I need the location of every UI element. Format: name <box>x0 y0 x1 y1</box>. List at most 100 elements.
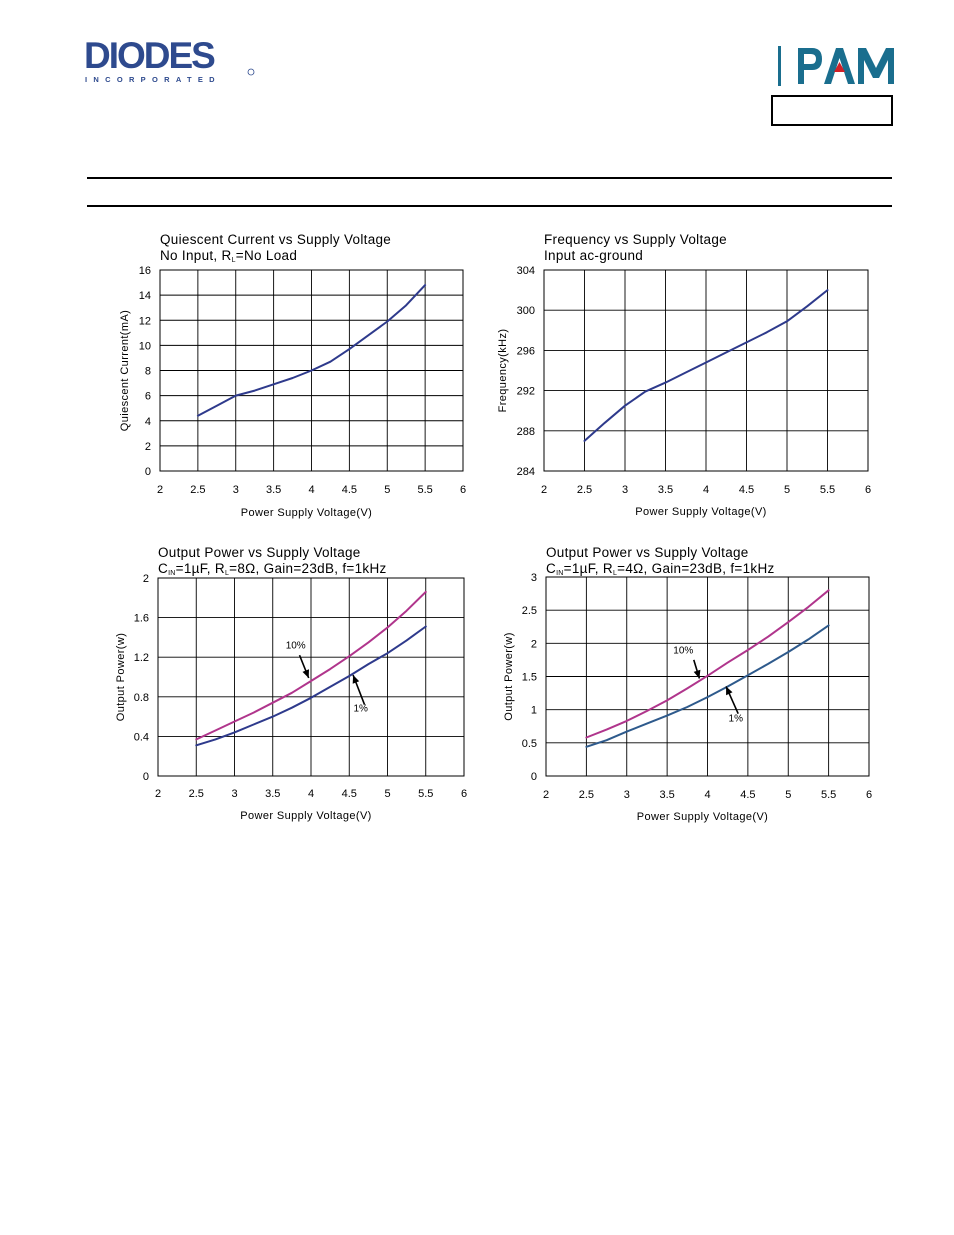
chart-subtitle: No Input, RL=No Load <box>160 248 297 264</box>
x-axis-label: Power Supply Voltage(V) <box>637 811 769 823</box>
y-axis-label: Output Power(w) <box>115 633 127 722</box>
x-tick-label: 2.5 <box>579 789 594 801</box>
y-tick-label: 0.4 <box>134 731 149 743</box>
y-tick-label: 2 <box>145 441 151 453</box>
y-tick-label: 8 <box>145 366 151 378</box>
x-tick-label: 6 <box>461 788 467 800</box>
x-tick-label: 2 <box>543 789 549 801</box>
y-tick-label: 0.8 <box>134 692 149 704</box>
annotation-label: 10% <box>673 645 693 656</box>
subtitle-text: =1µF, R <box>176 561 225 576</box>
y-tick-label: 296 <box>517 345 535 357</box>
x-tick-label: 5.5 <box>418 788 433 800</box>
chart-4: 2 2.5 3 3.5 4 4.5 5 5.5 6 0 0.5 1 1.5 2 2.5 3 Output Pow… <box>503 545 872 823</box>
y-tick-label: 6 <box>145 391 151 403</box>
x-tick-label: 5.5 <box>820 484 835 496</box>
x-tick-label: 4 <box>704 789 710 801</box>
x-tick-label: 4.5 <box>739 484 754 496</box>
header-rule-bottom <box>87 205 892 207</box>
x-tick-label: 2.5 <box>190 484 205 496</box>
annotation-label: 10% <box>286 640 306 651</box>
x-tick-label: 3 <box>622 484 628 496</box>
chart-title: Output Power vs Supply Voltage <box>158 545 361 560</box>
y-tick-label: 3 <box>531 572 537 584</box>
subtitle-text: =8Ω, Gain=23dB, f=1kHz <box>229 561 386 576</box>
x-tick-label: 4.5 <box>342 484 357 496</box>
subtitle-text: No Input, R <box>160 248 232 263</box>
series-line-1 <box>196 284 427 417</box>
pam-logo: PAM <box>778 46 894 89</box>
subtitle-subscript: IN <box>556 570 564 577</box>
y-tick-label: 16 <box>139 265 151 277</box>
series-line-1pct <box>195 625 427 747</box>
y-tick-label: 1.5 <box>522 672 537 684</box>
x-tick-label: 2.5 <box>189 788 204 800</box>
x-tick-label: 2 <box>541 484 547 496</box>
chart-title: Quiescent Current vs Supply Voltage <box>160 232 391 247</box>
part-number-box <box>771 95 893 126</box>
y-axis-label: Frequency(kHz) <box>497 329 509 413</box>
diodes-logo: DIODES INCORPORATED <box>84 38 255 84</box>
subtitle-text: =4Ω, Gain=23dB, f=1kHz <box>617 561 774 576</box>
plot-frame <box>157 577 465 777</box>
y-tick-label: 0 <box>145 466 151 478</box>
x-axis-label: Power Supply Voltage(V) <box>241 507 373 519</box>
y-tick-label: 288 <box>517 426 535 438</box>
x-tick-label: 2 <box>157 484 163 496</box>
annotation-arrowhead <box>302 669 309 678</box>
pam-logo-letter-m <box>858 48 894 84</box>
x-tick-label: 3 <box>233 484 239 496</box>
x-tick-label: 5.5 <box>821 789 836 801</box>
x-tick-label: 3 <box>231 788 237 800</box>
x-tick-label: 3 <box>624 789 630 801</box>
annotation-label: 1% <box>729 714 744 725</box>
y-tick-label: 2.5 <box>522 605 537 617</box>
series-line-1 <box>583 289 829 442</box>
subtitle-subscript: L <box>613 570 617 577</box>
chart-title: Output Power vs Supply Voltage <box>546 545 749 560</box>
annotation-arrowhead <box>726 686 733 696</box>
annotation-label: 1% <box>353 704 368 715</box>
subtitle-text: C <box>546 561 556 576</box>
diodes-logo-text: DIODES <box>84 38 215 76</box>
subtitle-text: C <box>158 561 168 576</box>
y-tick-label: 292 <box>517 386 535 398</box>
header-rule-top <box>87 177 892 179</box>
chart-subtitle: CIN=1µF, RL=8Ω, Gain=23dB, f=1kHz <box>158 561 387 577</box>
pam-logo-text: PAM <box>836 86 838 89</box>
x-tick-label: 3.5 <box>266 484 281 496</box>
series-line-10pct <box>195 590 427 741</box>
chart-subtitle: Input ac-ground <box>544 248 643 263</box>
x-tick-label: 4 <box>308 788 314 800</box>
y-tick-label: 12 <box>139 315 151 327</box>
y-tick-label: 2 <box>143 573 149 585</box>
x-tick-label: 4 <box>308 484 314 496</box>
x-tick-label: 5 <box>384 484 390 496</box>
diodes-logo-subtext: INCORPORATED <box>85 75 221 84</box>
y-axis-label: Output Power(w) <box>503 632 515 721</box>
annotation-arrowhead <box>352 675 360 684</box>
pam-logo-letter-p <box>798 48 822 84</box>
y-tick-label: 14 <box>139 290 151 302</box>
y-tick-label: 304 <box>517 265 535 277</box>
x-tick-label: 5.5 <box>417 484 432 496</box>
y-tick-label: 0 <box>531 771 537 783</box>
x-tick-label: 6 <box>460 484 466 496</box>
x-axis-label: Power Supply Voltage(V) <box>240 810 372 822</box>
y-tick-label: 1.6 <box>134 613 149 625</box>
x-tick-label: 6 <box>865 484 871 496</box>
subtitle-text: =1µF, R <box>564 561 613 576</box>
x-tick-label: 3.5 <box>658 484 673 496</box>
series-line-1pct <box>585 624 830 748</box>
x-tick-label: 5 <box>785 789 791 801</box>
x-tick-label: 5 <box>784 484 790 496</box>
pam-logo-letter-a <box>824 48 855 84</box>
x-tick-label: 2 <box>155 788 161 800</box>
x-axis-label: Power Supply Voltage(V) <box>635 506 767 518</box>
x-tick-label: 3.5 <box>265 788 280 800</box>
x-tick-label: 4.5 <box>342 788 357 800</box>
chart-title: Frequency vs Supply Voltage <box>544 232 727 247</box>
chart-2: 2 2.5 3 3.5 4 4.5 5 5.5 6 284 288 292 296 300 304 Frequ… <box>497 232 871 518</box>
chart-1: 2 2.5 3 3.5 4 4.5 5 5.5 60246810121416Quiescent … <box>119 232 466 519</box>
